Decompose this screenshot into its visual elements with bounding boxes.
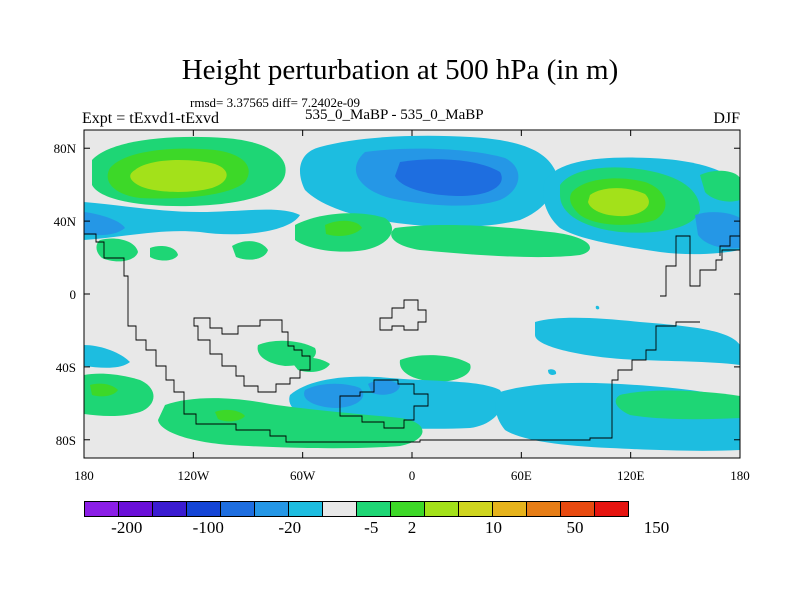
colorbar-label: -100: [192, 518, 224, 537]
southern-ocean-mid-blue-2: [368, 380, 400, 395]
arctic-dark-blue: [395, 159, 502, 196]
south-atlantic-green: [399, 355, 471, 382]
colorbar-swatch: [118, 501, 153, 517]
colorbar-swatch: [322, 501, 357, 517]
x-tick-label: 60E: [511, 468, 532, 483]
colorbar-swatch: [390, 501, 425, 517]
y-tick-label: 80N: [54, 141, 77, 156]
plot-title: Height perturbation at 500 hPa (in m): [181, 54, 619, 86]
pacific-east-green: [700, 170, 740, 202]
northern-green-blob-2: [150, 246, 178, 261]
contour-field: [84, 130, 740, 458]
sw-pacific-bright-green: [90, 383, 118, 397]
y-tick-label: 0: [70, 287, 77, 302]
colorbar-label: 2: [407, 518, 417, 537]
colorbar-swatch: [84, 501, 119, 517]
colorbar-swatch: [560, 501, 595, 517]
eurasia-green-band: [391, 225, 590, 258]
x-tick-label: 0: [409, 468, 416, 483]
south-africa-blue-dot: [548, 369, 557, 375]
northern-green-blob-3: [232, 241, 268, 260]
southern-ocean-islands: [339, 379, 429, 429]
colorbar-label: 10: [485, 518, 502, 537]
y-tick-label: 40N: [54, 214, 77, 229]
australia-outline: [660, 235, 740, 297]
colorbar-label: -5: [364, 518, 379, 537]
asia-yellow-core: [588, 188, 649, 217]
colorbar-swatch: [288, 501, 323, 517]
colorbar-swatch: [594, 501, 629, 517]
y-tick-label: 80S: [56, 433, 76, 448]
colorbar-swatch: [220, 501, 255, 517]
colorbar-swatch: [254, 501, 289, 517]
x-tick-label: 120E: [617, 468, 645, 483]
x-axis: 180 120W 60W 0 60E 120E 180: [74, 130, 750, 483]
northern-green-blob-1: [96, 238, 138, 262]
colorbar-swatch: [424, 501, 459, 517]
asia-east-coast: [719, 235, 740, 256]
y-tick-label: 40S: [56, 360, 76, 375]
experiment-label: Expt = tExvd1-tExvd: [82, 110, 220, 127]
rmsd-stats: rmsd= 3.37565 diff= 7.2402e-09: [190, 95, 361, 110]
colorbar-label: 50: [566, 518, 584, 537]
colorbar-label: -200: [111, 518, 143, 537]
continent-outlines: [84, 233, 740, 443]
south-indian-blue: [535, 317, 740, 365]
colorbar: [84, 501, 629, 517]
colorbar-swatch: [356, 501, 391, 517]
colorbar-swatch: [458, 501, 493, 517]
south-america-outline: [193, 317, 311, 393]
colorbar-swatch: [152, 501, 187, 517]
x-tick-label: 60W: [290, 468, 316, 483]
antarctic-bright-green: [215, 409, 245, 422]
y-axis: 80N 40N 0 40S 80S: [54, 141, 740, 448]
east-asia-dark-blue: [695, 212, 740, 249]
colorbar-swatch: [526, 501, 561, 517]
period-label: 535_0_MaBP - 535_0_MaBP: [305, 107, 484, 123]
north-pacific-yellow-core: [130, 160, 227, 192]
indian-ocean-blue-dot: [595, 305, 600, 310]
colorbar-swatch: [492, 501, 527, 517]
antarctica-coast: [183, 321, 700, 443]
colorbar-label: -20: [278, 518, 302, 537]
season-label: DJF: [713, 110, 740, 127]
southern-ocean-mid-blue: [304, 383, 364, 408]
x-tick-label: 180: [730, 468, 750, 483]
atlantic-bright-green: [325, 220, 362, 236]
colorbar-label: 150: [643, 518, 670, 537]
africa-outline: [379, 299, 427, 331]
north-pacific-blue-trough: [84, 202, 300, 240]
north-pacific-mid-blue: [84, 212, 125, 236]
x-tick-label: 120W: [177, 468, 210, 483]
antarctic-green-right: [615, 390, 740, 420]
sw-pacific-blue: [84, 345, 130, 368]
america-coast-west: [84, 233, 185, 400]
x-tick-label: 180: [74, 468, 94, 483]
colorbar-swatch: [186, 501, 221, 517]
